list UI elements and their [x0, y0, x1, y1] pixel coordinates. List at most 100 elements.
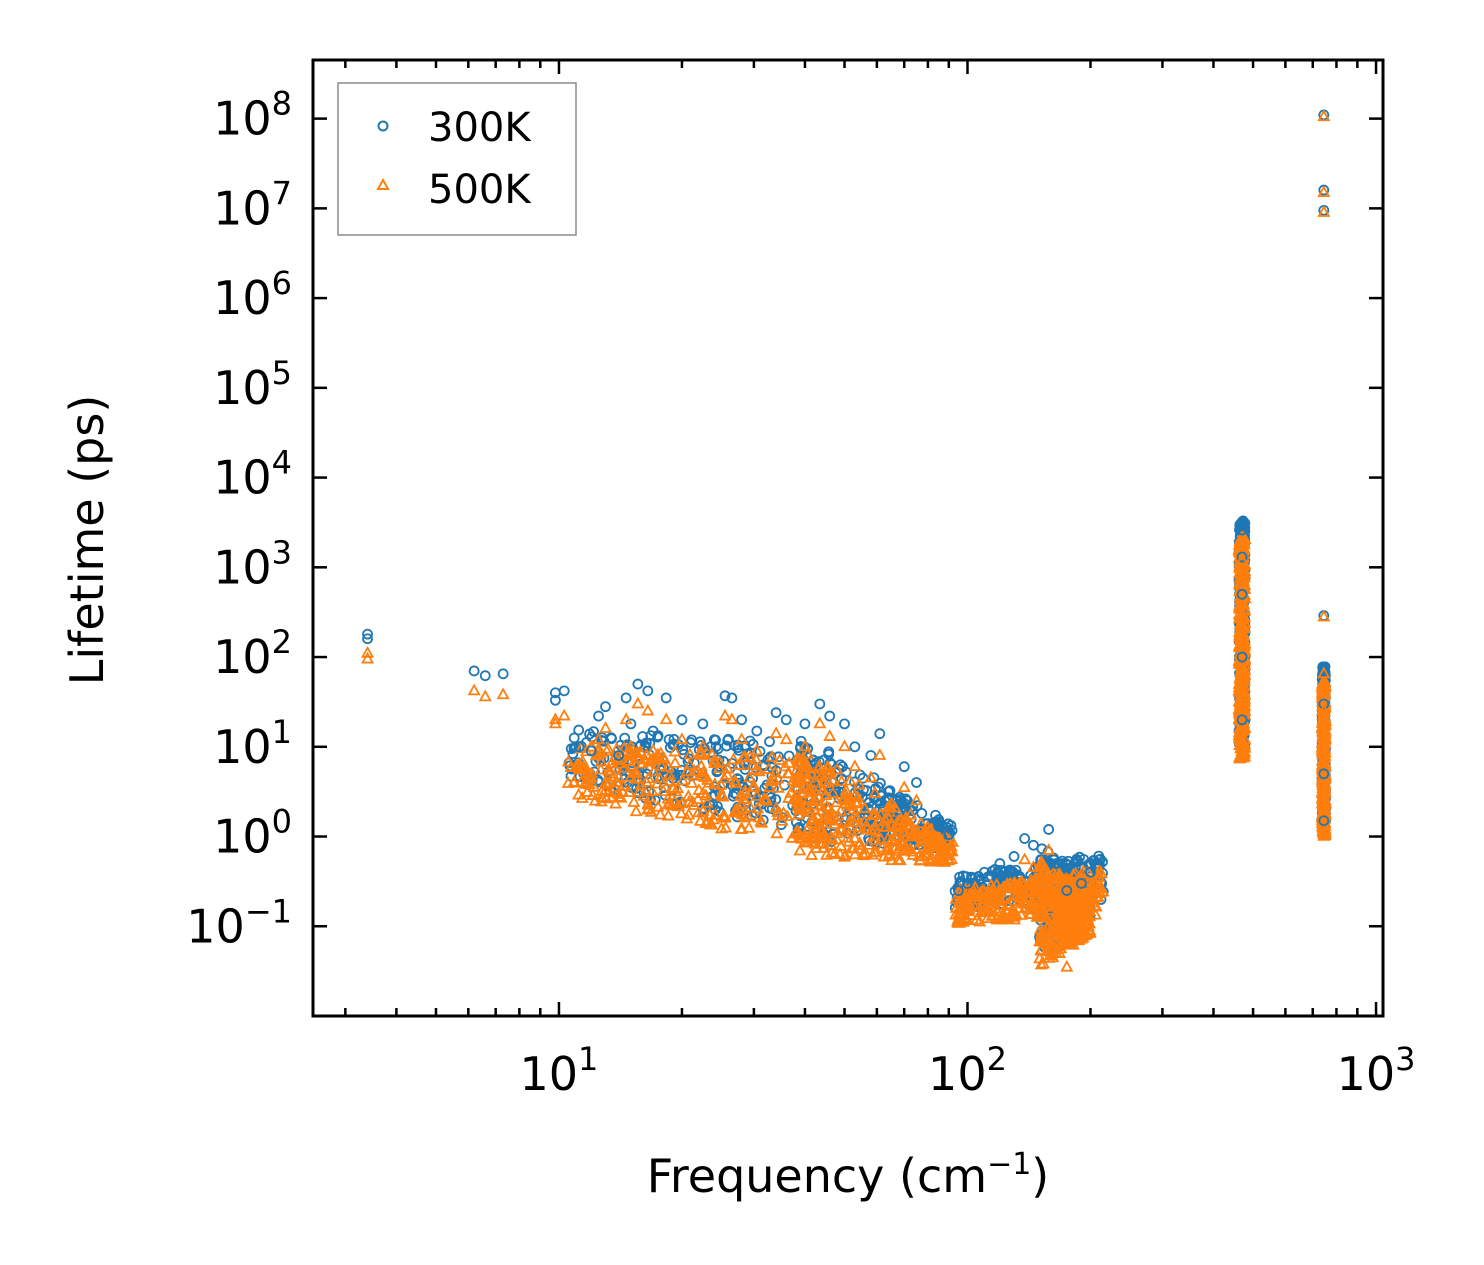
point-500k [859, 818, 873, 831]
point-500k [1317, 205, 1331, 217]
point-500k [848, 759, 862, 772]
point-500k [631, 696, 645, 709]
point-500k [1072, 900, 1086, 913]
point-500k [719, 820, 733, 833]
point-500k [841, 830, 855, 843]
point-500k [1025, 874, 1039, 887]
point-500k [839, 823, 853, 836]
point-500k [746, 780, 760, 793]
point-500k [1233, 561, 1247, 574]
point-500k [1026, 860, 1040, 873]
point-300k [814, 698, 826, 710]
point-300k [708, 734, 720, 746]
point-500k [1078, 866, 1092, 879]
point-500k [718, 809, 732, 822]
point-500k [762, 762, 776, 774]
point-500k [1235, 536, 1249, 549]
point-500k [926, 835, 940, 848]
point-500k [641, 796, 655, 809]
point-500k [1080, 900, 1094, 912]
point-500k [743, 750, 757, 763]
point-500k [594, 754, 608, 767]
point-500k [685, 776, 699, 788]
legend-label-300k: 300K [428, 105, 532, 151]
point-300k [795, 742, 806, 754]
point-500k [600, 777, 614, 789]
point-500k [629, 804, 643, 817]
point-300k [593, 710, 604, 722]
point-300k [874, 728, 886, 740]
point-500k [1069, 866, 1083, 879]
point-300k [567, 748, 579, 760]
point-500k [682, 807, 696, 820]
point-500k [1034, 957, 1048, 970]
point-500k [729, 803, 743, 816]
point-300k [736, 714, 748, 726]
point-300k [497, 668, 509, 680]
point-300k [953, 885, 964, 896]
point-500k [750, 789, 764, 801]
point-500k [888, 829, 902, 842]
point-500k [938, 855, 952, 867]
point-500k [603, 775, 617, 788]
point-500k [594, 794, 608, 807]
point-500k [882, 849, 896, 861]
point-500k [1066, 867, 1080, 880]
point-300k [362, 628, 373, 640]
point-500k [1074, 903, 1088, 915]
point-300k [802, 743, 814, 755]
point-500k [580, 785, 594, 797]
point-300k [1028, 839, 1039, 851]
point-500k [641, 703, 655, 716]
point-500k [641, 802, 655, 815]
point-500k [1049, 905, 1063, 918]
point-500k [848, 831, 862, 844]
point-300k [479, 670, 491, 682]
y-tick-label: 107 [213, 174, 292, 235]
point-500k [721, 761, 735, 774]
point-500k [1051, 869, 1065, 881]
point-300k [588, 726, 599, 738]
point-500k [830, 762, 844, 775]
point-500k [819, 812, 833, 825]
point-500k [881, 800, 895, 813]
point-500k [914, 816, 928, 829]
point-500k [696, 739, 710, 752]
point-500k [1035, 932, 1049, 945]
point-500k [749, 752, 763, 765]
point-300k [726, 692, 738, 704]
point-500k [782, 766, 796, 779]
point-500k [835, 774, 849, 787]
point-500k [819, 847, 834, 860]
point-500k [718, 708, 732, 721]
point-300k [1318, 815, 1330, 827]
point-500k [595, 783, 609, 796]
point-500k [800, 823, 814, 836]
point-500k [735, 732, 749, 745]
point-300k [996, 872, 1008, 883]
point-500k [1049, 876, 1063, 889]
point-500k [592, 732, 606, 745]
point-500k [796, 785, 811, 798]
point-300k [573, 741, 585, 753]
point-500k [847, 809, 861, 822]
point-500k [622, 785, 636, 798]
point-300k [1236, 524, 1248, 536]
point-300k [1007, 866, 1018, 878]
point-500k [674, 806, 688, 819]
y-tick-label: 106 [213, 264, 292, 325]
point-500k [817, 841, 831, 853]
point-500k [619, 712, 633, 725]
point-300k [1075, 878, 1087, 889]
y-tick-label: 100 [213, 803, 292, 864]
x-axis-title: Frequency (cm−1) [647, 1147, 1050, 1203]
point-500k [1091, 889, 1105, 902]
point-500k [816, 836, 830, 848]
point-300k [979, 866, 990, 878]
legend-label-500k: 500K [428, 167, 532, 213]
point-500k [579, 777, 593, 789]
point-500k [801, 782, 815, 795]
point-500k [920, 825, 934, 838]
point-300k [1236, 551, 1248, 563]
point-500k [942, 843, 956, 855]
